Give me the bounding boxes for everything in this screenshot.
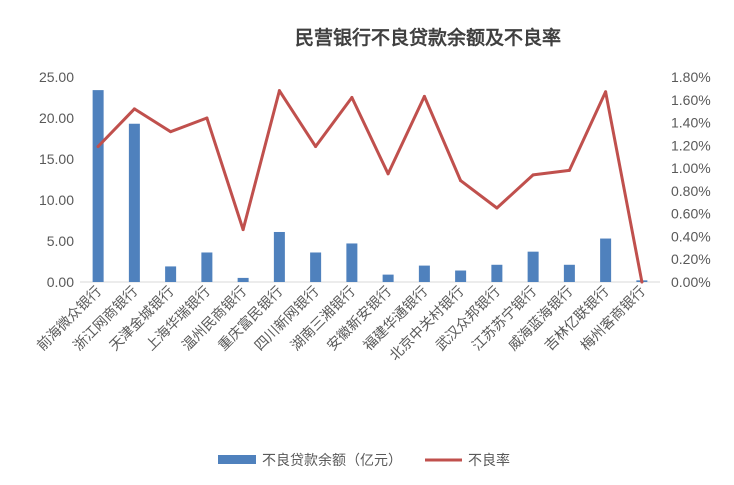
right-axis-ticks: 0.00% 0.20% 0.40% 0.60% 0.80% 1.00% 1.20% 1.40%… [671,69,711,290]
left-tick-label: 25.00 [39,69,74,85]
line-point [350,96,354,99]
right-tick-label: 1.60% [671,92,711,108]
line-point [604,90,608,94]
right-tick-label: 0.40% [671,228,711,244]
right-tick-label: 1.80% [671,69,711,85]
bar [128,123,140,283]
bar [92,90,104,283]
bar [273,231,285,282]
legend-bar-label: 不良贷款余额（亿元） [262,452,402,469]
line-point [314,144,318,148]
line-point [459,179,463,183]
bar [382,274,394,282]
bar-series [92,90,648,283]
line-point [169,130,173,134]
bar [455,270,467,282]
right-tick-label: 1.00% [671,160,711,176]
left-axis-ticks: 0.00 5.00 10.00 15.00 20.00 25.00 [39,69,74,290]
line-point [640,280,644,284]
right-tick-label: 0.80% [671,183,711,199]
right-tick-label: 0.00% [671,274,711,290]
bar [600,238,612,282]
bar [418,265,430,282]
line-point [132,107,136,111]
bar [165,266,177,282]
right-tick-label: 0.20% [671,251,711,267]
line-point [277,89,281,93]
bar [237,277,249,282]
line-point [495,206,499,210]
chart-title: 民营银行不良贷款余额及不良率 [295,26,561,49]
bar [491,264,503,282]
left-tick-label: 5.00 [47,233,74,249]
bar [346,243,358,282]
right-tick-label: 1.40% [671,115,711,131]
left-tick-label: 0.00 [47,274,74,290]
bar [563,264,575,282]
right-tick-label: 1.20% [671,137,711,153]
legend-bar-swatch [218,455,256,464]
line-point [567,168,571,172]
line-series [96,89,644,284]
legend-line-label: 不良率 [468,452,510,469]
bar [201,252,213,282]
bar [310,252,322,282]
left-tick-label: 20.00 [39,110,74,126]
legend: 不良贷款余额（亿元） 不良率 [218,452,510,469]
line-point [531,173,535,177]
line-point [205,116,209,120]
left-tick-label: 10.00 [39,192,74,208]
line-path [96,89,644,284]
line-point [386,172,390,176]
left-tick-label: 15.00 [39,151,74,167]
right-tick-label: 0.60% [671,206,711,222]
line-point [241,228,245,232]
category-labels: 前海微众银行浙江网商银行天津金城银行上海华瑞银行温州民商银行重庆富民银行四川新网… [34,283,649,364]
bar [527,251,539,282]
line-point [422,94,426,98]
line-point [96,144,100,148]
